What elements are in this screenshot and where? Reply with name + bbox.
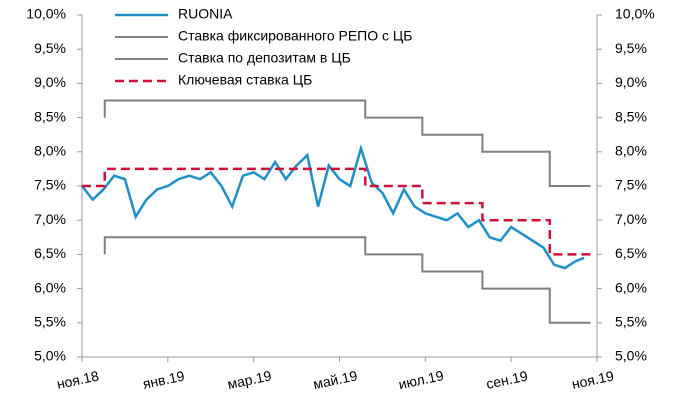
series-line xyxy=(82,167,591,256)
y-tick-label: 9,5% xyxy=(34,40,66,56)
y-tick-label: 8,0% xyxy=(34,143,66,159)
y-tick-label: 5,0% xyxy=(34,348,66,364)
series-line xyxy=(81,144,585,270)
y-tick-label: 5,5% xyxy=(34,314,66,330)
y2-tick-label: 5,5% xyxy=(615,314,647,330)
y2-tick-label: 6,5% xyxy=(615,245,647,261)
y2-tick-label: 8,5% xyxy=(615,108,647,124)
x-tick-label: янв.19 xyxy=(141,367,186,391)
y2-tick-label: 8,0% xyxy=(615,143,647,159)
x-tick-label: ноя.19 xyxy=(570,367,615,392)
legend-label: Ключевая ставка ЦБ xyxy=(178,72,312,88)
y-tick-label: 6,0% xyxy=(34,279,66,295)
y2-tick-label: 9,5% xyxy=(615,40,647,56)
y-tick-label: 10,0% xyxy=(26,6,66,22)
x-tick-label: сен.19 xyxy=(485,367,530,391)
series-line xyxy=(103,99,591,187)
y2-tick-label: 5,0% xyxy=(615,348,647,364)
y-tick-label: 7,5% xyxy=(34,177,66,193)
y-tick-label: 6,5% xyxy=(34,245,66,261)
y2-tick-label: 10,0% xyxy=(615,6,655,22)
y-tick-label: 9,0% xyxy=(34,74,66,90)
x-tick-label: май.19 xyxy=(312,367,359,392)
x-tick-label: мар.19 xyxy=(226,367,273,392)
x-tick-label: июл.19 xyxy=(397,367,445,392)
y2-tick-label: 7,5% xyxy=(615,177,647,193)
y-tick-label: 7,0% xyxy=(34,211,66,227)
y2-tick-label: 6,0% xyxy=(615,279,647,295)
series-line xyxy=(103,236,591,324)
y2-tick-label: 9,0% xyxy=(615,74,647,90)
legend-label: Ставка фиксированного РЕПО с ЦБ xyxy=(178,28,412,44)
legend-label: Ставка по депозитам в ЦБ xyxy=(178,50,351,66)
x-tick-label: ноя.18 xyxy=(55,367,100,392)
y-tick-label: 8,5% xyxy=(34,108,66,124)
legend-label: RUONIA xyxy=(178,6,233,22)
y2-tick-label: 7,0% xyxy=(615,211,647,227)
